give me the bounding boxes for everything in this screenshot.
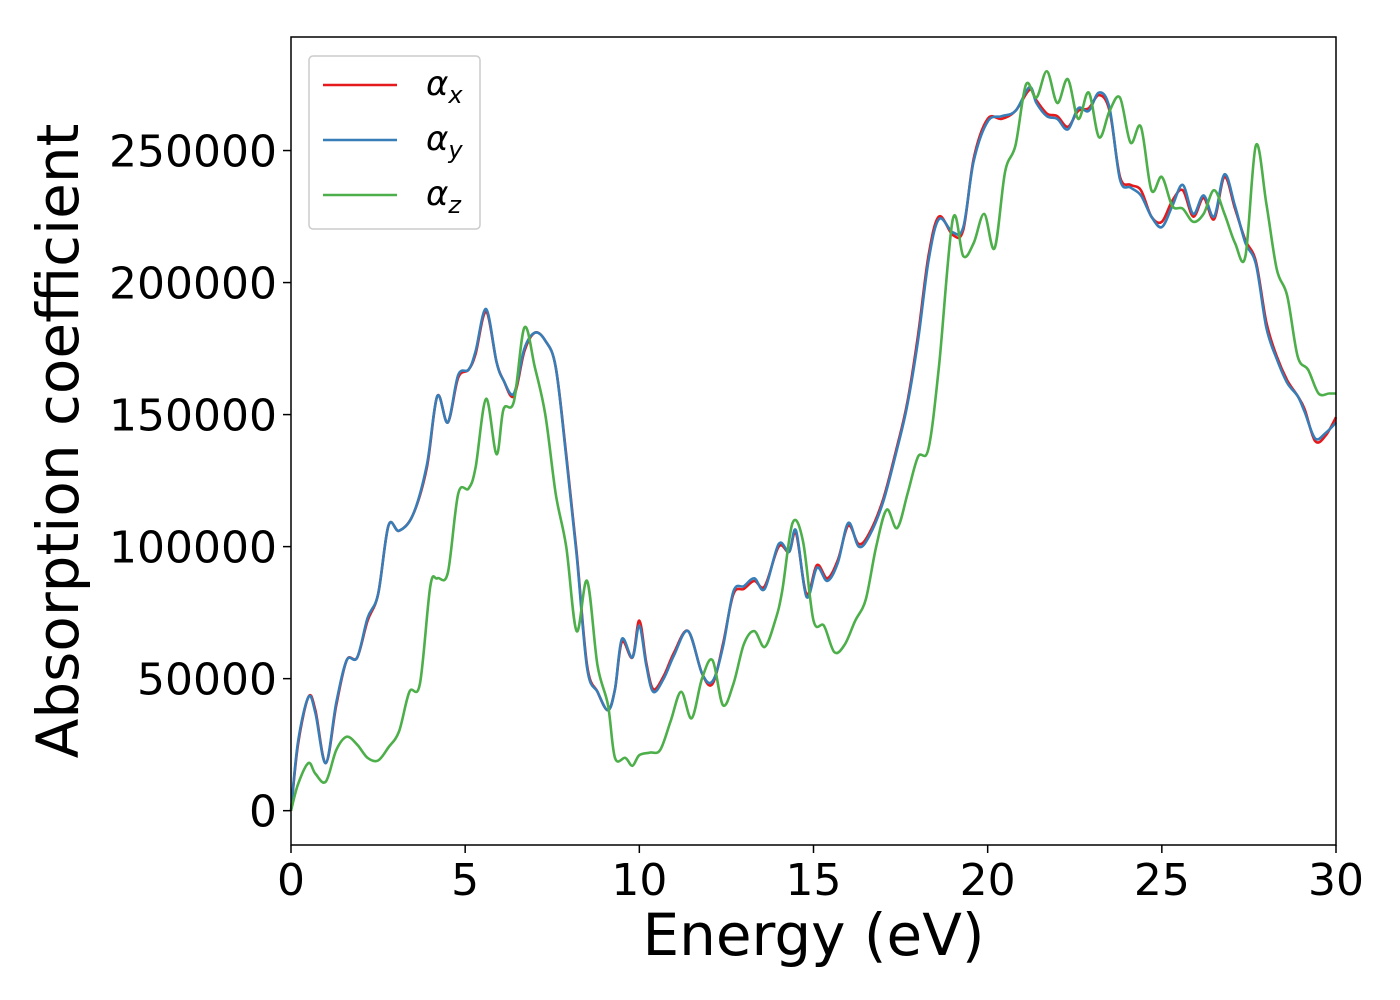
legend-label-subscript: y [447,136,463,164]
y-tick-label: 250000 [109,127,277,178]
y-axis-title: Absorption coefficient [24,124,92,759]
plot-lines [289,69,1338,812]
x-tick-label: 20 [960,855,1016,906]
x-tick-label: 25 [1134,855,1190,906]
x-tick-label: 30 [1308,855,1364,906]
legend-box [308,55,481,230]
legend-label-subscript: x [447,81,463,109]
y-tick-label: 200000 [109,259,277,310]
series-line-y [289,85,1337,811]
x-axis-title: Energy (eV) [642,901,984,969]
y-tick-label: 50000 [137,655,277,706]
series-line-z [289,69,1336,812]
x-axis: 0 5 10 15 20 25 30 [277,845,1364,906]
x-tick-label: 5 [451,855,479,906]
x-tick-label: 15 [786,855,842,906]
legend-label-subscript: z [447,191,462,219]
x-tick-label: 0 [277,855,305,906]
y-tick-label: 100000 [109,523,277,574]
y-axis: 0 50000 100000 150000 200000 250000 [109,127,291,838]
y-tick-label: 0 [249,787,277,838]
x-tick-label: 10 [611,855,667,906]
y-tick-label: 150000 [109,391,277,442]
